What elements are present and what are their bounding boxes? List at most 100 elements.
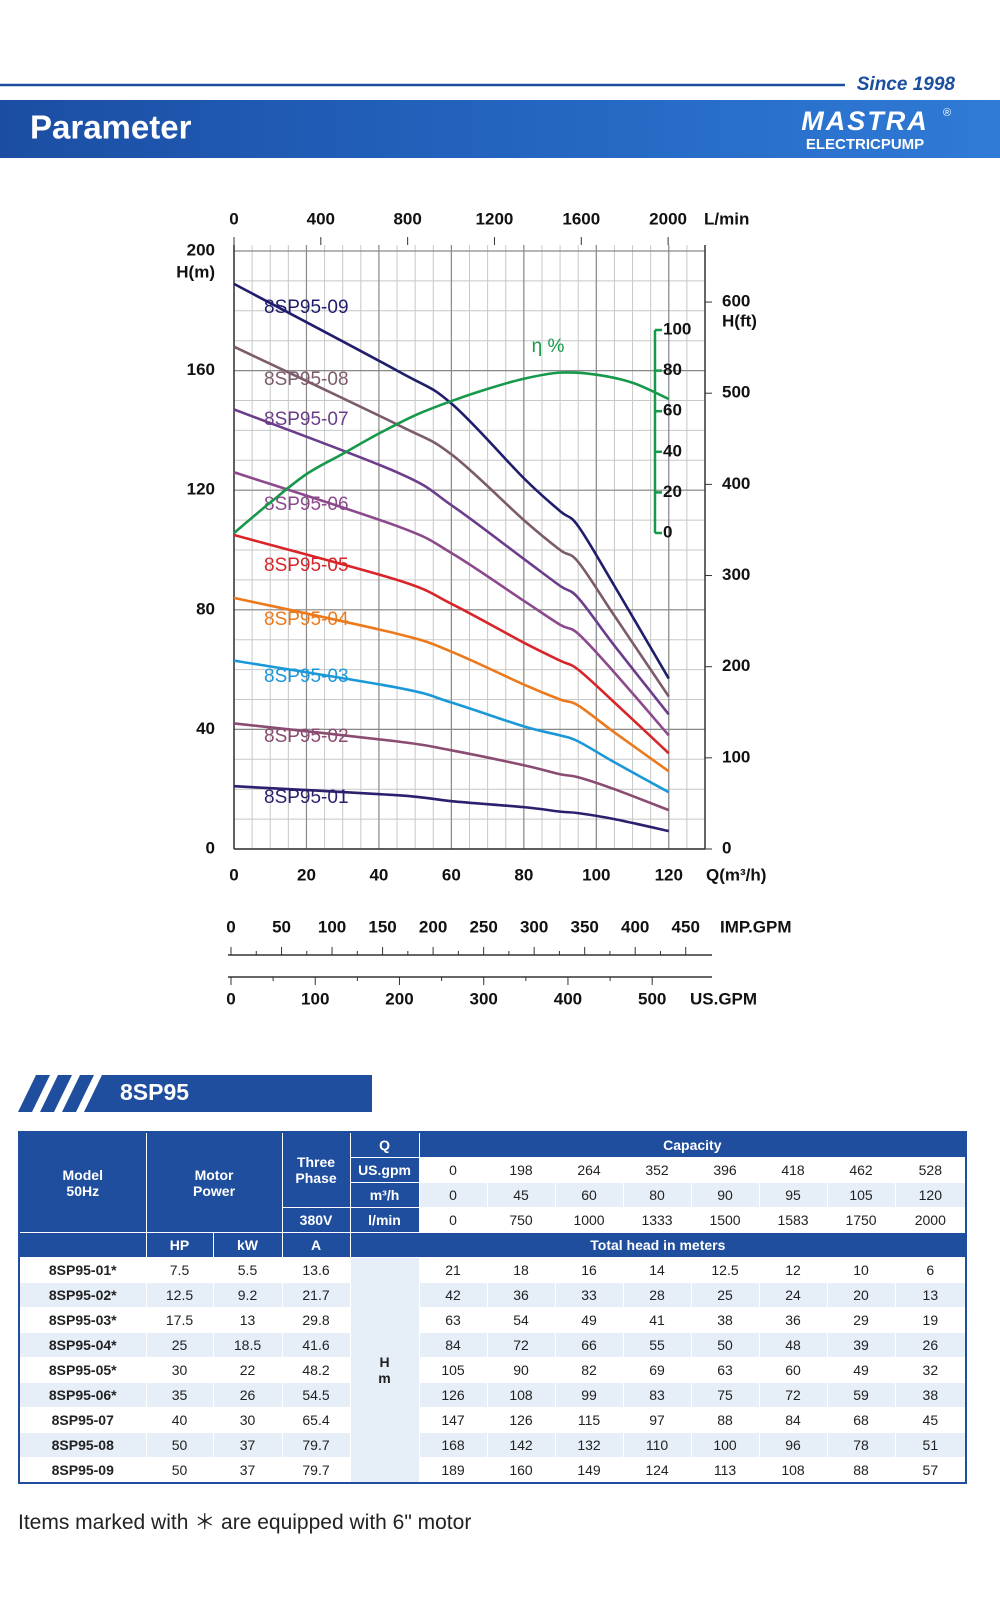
hp: 30 [145,1357,214,1383]
capacity-value: 528 [894,1157,967,1183]
table-row: 8SP95-08 50 37 79.7 168 142 132 110 100 96 78 51 [18,1432,967,1458]
motor-header: Motor Power [145,1131,283,1233]
y2-tick-label: 300 [722,565,750,584]
head-value: 33 [554,1282,624,1308]
y2-tick-label: 600 [722,292,750,311]
curve-label: 8SP95-07 [264,409,349,430]
head-value: 13 [894,1282,967,1308]
table-row: 380V l/min 0 750 1000 1333 1500 1583 1750 2000 [19,1207,967,1233]
efficiency-label: η % [532,336,565,357]
curve [233,371,670,534]
conversion-tick-label: 250 [469,917,497,936]
capacity-value: 80 [622,1182,692,1208]
y3-tick-label: 60 [663,401,682,420]
head-value: 108 [486,1382,556,1408]
head-value: 97 [622,1407,692,1433]
capacity-value: 396 [690,1157,760,1183]
curve [233,471,670,737]
hp: 17.5 [145,1307,214,1333]
head-value: 168 [418,1432,488,1458]
x2-axis-label: L/min [704,209,749,228]
y3-tick-label: 100 [663,319,691,338]
amps: 79.7 [281,1432,351,1458]
model: 8SP95-08 [18,1432,147,1458]
curve [233,345,670,698]
head-value: 16 [554,1257,624,1283]
hp: 7.5 [145,1257,214,1283]
conversion-tick-label: 400 [554,989,582,1008]
head-value: 26 [894,1332,967,1358]
head-value: 96 [758,1432,828,1458]
curve-label: 8SP95-01 [264,787,349,808]
head-value: 72 [758,1382,828,1408]
table-row: 8SP95-05* 30 22 48.2 105 90 82 69 63 60 49 32 [18,1357,967,1383]
capacity-value: 90 [690,1182,760,1208]
head-value: 59 [826,1382,896,1408]
model: 8SP95-09 [18,1457,147,1484]
kw: 30 [212,1407,283,1433]
model: 8SP95-03* [18,1307,147,1333]
head-value: 42 [418,1282,488,1308]
head-value: 54 [486,1307,556,1333]
y3-tick-label: 20 [663,482,682,501]
amps: 41.6 [281,1332,351,1358]
capacity-value: 1333 [622,1207,692,1233]
q-header: Q [349,1131,420,1158]
head-value: 45 [894,1407,967,1433]
capacity-value: 264 [554,1157,624,1183]
x-tick-label: 80 [514,865,533,884]
head-value: 84 [418,1332,488,1358]
kw: 37 [212,1432,283,1458]
head-value: 66 [554,1332,624,1358]
head-value: 113 [690,1457,760,1484]
phase-header-line: Phase [295,1170,337,1186]
y-axis-label: H(m) [176,262,215,281]
curve-label: 8SP95-08 [264,369,349,390]
hp: 25 [145,1332,214,1358]
curve [233,533,670,755]
y3-tick-label: 80 [663,360,682,379]
head-value: 142 [486,1432,556,1458]
capacity-value: 0 [418,1182,488,1208]
head-value: 60 [758,1357,828,1383]
y2-tick-label: 500 [722,383,750,402]
head-value: 160 [486,1457,556,1484]
conversion-tick-label: 450 [672,917,700,936]
head-value: 124 [622,1457,692,1484]
y-tick-label: 80 [196,599,215,618]
model-header-line: Model [62,1166,103,1183]
x-tick-label: 20 [297,865,316,884]
head-value: 10 [826,1257,896,1283]
head-value: 147 [418,1407,488,1433]
head-value: 12 [758,1257,828,1283]
head-value: 88 [690,1407,760,1433]
conversion-tick-label: 500 [638,989,666,1008]
model: 8SP95-01* [18,1257,147,1283]
capacity-value: 352 [622,1157,692,1183]
head-value: 51 [894,1432,967,1458]
head-value: 126 [418,1382,488,1408]
table-row: 8SP95-02* 12.5 9.2 21.7 42 36 33 28 25 24 20 13 [18,1282,967,1308]
head-value: 55 [622,1332,692,1358]
model: 8SP95-06* [18,1382,147,1408]
model-header-line: 50Hz [66,1182,100,1199]
capacity-value: 1000 [554,1207,624,1233]
conversion-axis-label: IMP.GPM [720,917,791,936]
motor-header-line: Power [193,1182,236,1199]
amps: 21.7 [281,1282,351,1308]
x2-tick-label: 2000 [649,209,687,228]
head-value: 72 [486,1332,556,1358]
phase-header: Three Phase [281,1131,351,1208]
capacity-value: 120 [894,1182,967,1208]
head-value: 82 [554,1357,624,1383]
amps: 65.4 [281,1407,351,1433]
curve-label: 8SP95-05 [264,555,349,576]
kw: 5.5 [212,1257,283,1283]
capacity-value: 1583 [758,1207,828,1233]
model: 8SP95-07 [18,1407,147,1433]
capacity-value: 198 [486,1157,556,1183]
title-banner [0,100,1000,158]
head-value: 100 [690,1432,760,1458]
table-row: US.gpm 0 198 264 352 396 418 462 528 [19,1157,967,1183]
